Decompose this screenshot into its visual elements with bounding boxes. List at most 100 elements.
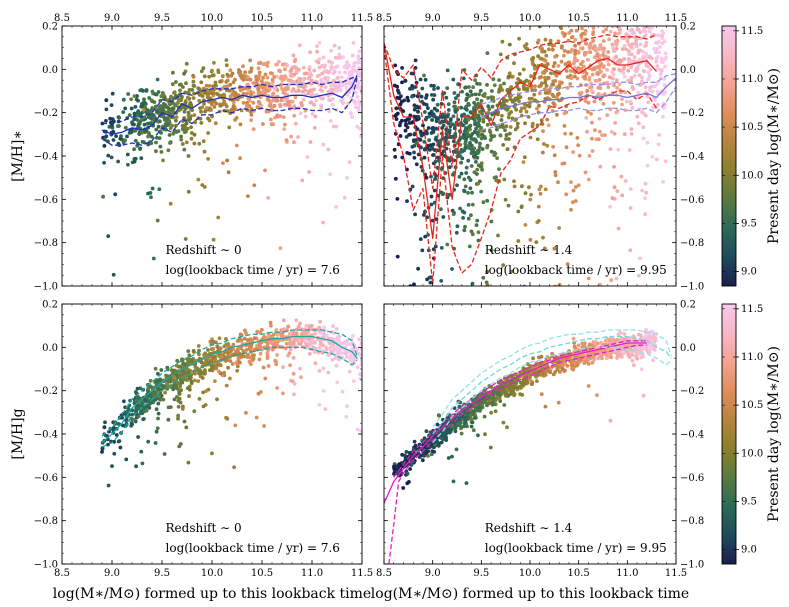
scatter-point	[280, 78, 285, 83]
scatter-point	[308, 50, 312, 55]
scatter-point	[612, 185, 617, 190]
scatter-point	[333, 82, 338, 86]
scatter-point	[645, 11, 649, 15]
scatter-point	[459, 105, 463, 110]
scatter-point	[169, 107, 174, 111]
scatter-point	[656, 142, 661, 147]
scatter-point	[100, 447, 105, 451]
scatter-point	[167, 119, 172, 124]
scatter-point	[256, 66, 261, 71]
scatter-point	[595, 79, 599, 83]
scatter-point	[429, 174, 433, 179]
scatter-point	[405, 199, 409, 204]
scatter-point	[282, 327, 286, 331]
scatter-point	[425, 131, 429, 136]
scatter-point	[423, 110, 427, 114]
scatter-point	[355, 85, 360, 90]
scatter-point	[196, 344, 201, 348]
scatter-point	[656, 102, 660, 107]
scatter-point	[662, 83, 667, 88]
scatter-point	[471, 154, 476, 159]
scatter-point	[636, 63, 641, 68]
scatter-point	[470, 232, 475, 237]
scatter-point	[180, 373, 185, 377]
scatter-point	[490, 89, 494, 93]
y-tick-label: −0.2	[34, 386, 58, 397]
scatter-point	[313, 331, 318, 336]
scatter-point	[614, 78, 619, 83]
scatter-point	[547, 47, 551, 52]
scatter-point	[245, 92, 250, 96]
scatter-point	[507, 112, 512, 116]
scatter-point	[292, 381, 297, 386]
scatter-point	[560, 161, 565, 166]
scatter-point	[452, 100, 457, 105]
scatter-point	[392, 147, 397, 152]
scatter-point	[589, 112, 593, 116]
scatter-point	[413, 58, 418, 63]
scatter-point	[436, 86, 440, 90]
scatter-point	[211, 237, 216, 242]
scatter-point	[154, 149, 158, 154]
scatter-point	[505, 108, 510, 112]
scatter-point	[468, 123, 473, 128]
scatter-point	[613, 31, 617, 36]
scatter-point	[500, 122, 505, 127]
scatter-point	[602, 92, 607, 96]
scatter-point	[410, 184, 415, 189]
scatter-point	[147, 131, 151, 135]
scatter-point	[469, 164, 474, 168]
scatter-point	[318, 88, 323, 92]
scatter-point	[471, 428, 476, 433]
scatter-point	[409, 71, 414, 76]
scatter-point	[477, 82, 482, 86]
scatter-point	[473, 416, 477, 420]
scatter-point	[650, 155, 655, 159]
scatter-point	[129, 423, 134, 428]
scatter-point	[582, 344, 587, 348]
scatter-point	[340, 389, 345, 394]
scatter-point	[552, 43, 556, 48]
scatter-point	[102, 160, 106, 165]
scatter-point	[530, 96, 534, 101]
scatter-point	[550, 92, 555, 97]
scatter-point	[203, 368, 207, 372]
scatter-point	[590, 149, 595, 153]
scatter-point	[453, 131, 458, 136]
scatter-point	[645, 140, 650, 145]
scatter-point	[359, 90, 362, 95]
scatter-point	[337, 52, 342, 57]
scatter-point	[349, 111, 353, 116]
scatter-point	[533, 84, 537, 88]
scatter-point	[555, 112, 559, 117]
scatter-point	[393, 63, 398, 68]
series-line-p84	[102, 75, 358, 125]
scatter-point	[565, 86, 570, 90]
scatter-point	[330, 87, 335, 92]
scatter-point	[104, 433, 108, 438]
scatter-point	[632, 73, 637, 78]
scatter-point	[641, 111, 646, 116]
scatter-point	[473, 92, 478, 97]
scatter-point	[590, 120, 594, 125]
scatter-point	[270, 77, 275, 82]
scatter-point	[154, 407, 159, 412]
scatter-point	[466, 216, 471, 221]
scatter-point	[132, 147, 137, 152]
scatter-point	[297, 67, 301, 72]
scatter-point	[350, 115, 354, 119]
scatter-point	[197, 371, 201, 376]
scatter-point	[180, 357, 185, 362]
scatter-point	[114, 134, 118, 139]
scatter-point	[465, 130, 469, 134]
scatter-point	[590, 136, 594, 141]
scatter-point	[458, 206, 462, 211]
scatter-point	[110, 125, 115, 130]
scatter-point	[111, 138, 116, 142]
scatter-point	[303, 88, 307, 93]
scatter-point	[258, 344, 262, 349]
scatter-point	[422, 140, 427, 144]
scatter-point	[445, 86, 450, 90]
scatter-point	[187, 394, 191, 398]
scatter-point	[628, 99, 633, 104]
